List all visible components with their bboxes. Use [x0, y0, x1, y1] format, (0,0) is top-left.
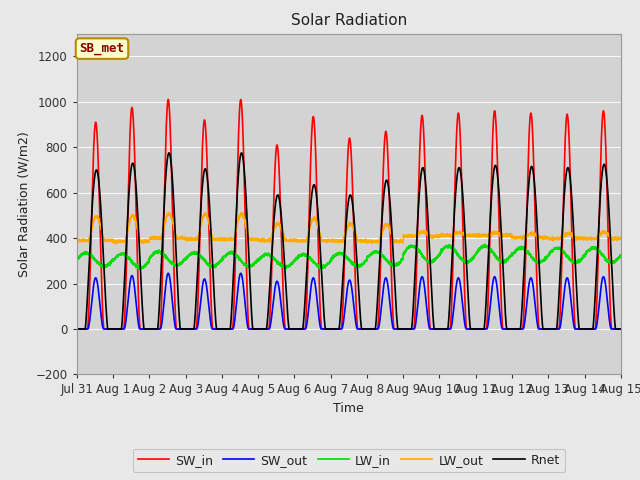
SW_out: [441, 326, 449, 332]
Line: LW_in: LW_in: [77, 244, 621, 269]
X-axis label: Time: Time: [333, 402, 364, 415]
Text: SB_met: SB_met: [79, 42, 125, 55]
LW_in: [136, 266, 144, 272]
Title: Solar Radiation: Solar Radiation: [291, 13, 407, 28]
LW_out: [502, 233, 509, 239]
LW_in: [73, 256, 81, 262]
LW_out: [471, 233, 479, 239]
LW_out: [73, 238, 81, 243]
LW_out: [617, 236, 625, 242]
LW_out: [329, 239, 337, 244]
Legend: SW_in, SW_out, LW_in, LW_out, Rnet: SW_in, SW_out, LW_in, LW_out, Rnet: [132, 449, 565, 472]
LW_out: [441, 233, 449, 239]
SW_in: [471, 326, 479, 332]
Line: Rnet: Rnet: [77, 153, 621, 329]
LW_in: [617, 252, 625, 258]
Rnet: [165, 150, 173, 156]
SW_in: [502, 326, 509, 332]
SW_out: [171, 321, 179, 326]
SW_out: [329, 326, 337, 332]
LW_in: [329, 254, 337, 260]
SW_in: [617, 326, 625, 332]
LW_out: [113, 240, 120, 246]
SW_in: [616, 326, 624, 332]
Y-axis label: Solar Radiation (W/m2): Solar Radiation (W/m2): [17, 131, 30, 277]
SW_out: [616, 326, 624, 332]
LW_in: [502, 260, 509, 265]
LW_in: [441, 245, 449, 251]
LW_out: [616, 237, 624, 242]
Rnet: [471, 326, 479, 332]
LW_out: [171, 228, 179, 234]
Line: SW_out: SW_out: [77, 273, 621, 329]
SW_in: [171, 292, 179, 298]
SW_in: [73, 326, 81, 332]
SW_out: [471, 326, 479, 332]
Line: LW_out: LW_out: [77, 213, 621, 243]
LW_out: [237, 210, 245, 216]
SW_out: [164, 270, 172, 276]
LW_in: [616, 252, 624, 258]
SW_out: [617, 326, 625, 332]
Rnet: [502, 313, 509, 319]
Rnet: [329, 326, 337, 332]
SW_out: [73, 326, 81, 332]
LW_in: [481, 241, 489, 247]
SW_in: [329, 326, 337, 332]
Rnet: [171, 218, 179, 224]
SW_in: [164, 96, 172, 102]
Rnet: [441, 326, 449, 332]
LW_in: [171, 262, 179, 268]
SW_out: [502, 326, 509, 332]
Rnet: [616, 326, 624, 332]
LW_in: [471, 252, 479, 258]
SW_in: [441, 326, 449, 332]
Line: SW_in: SW_in: [77, 99, 621, 329]
Rnet: [73, 326, 81, 332]
Rnet: [617, 326, 625, 332]
